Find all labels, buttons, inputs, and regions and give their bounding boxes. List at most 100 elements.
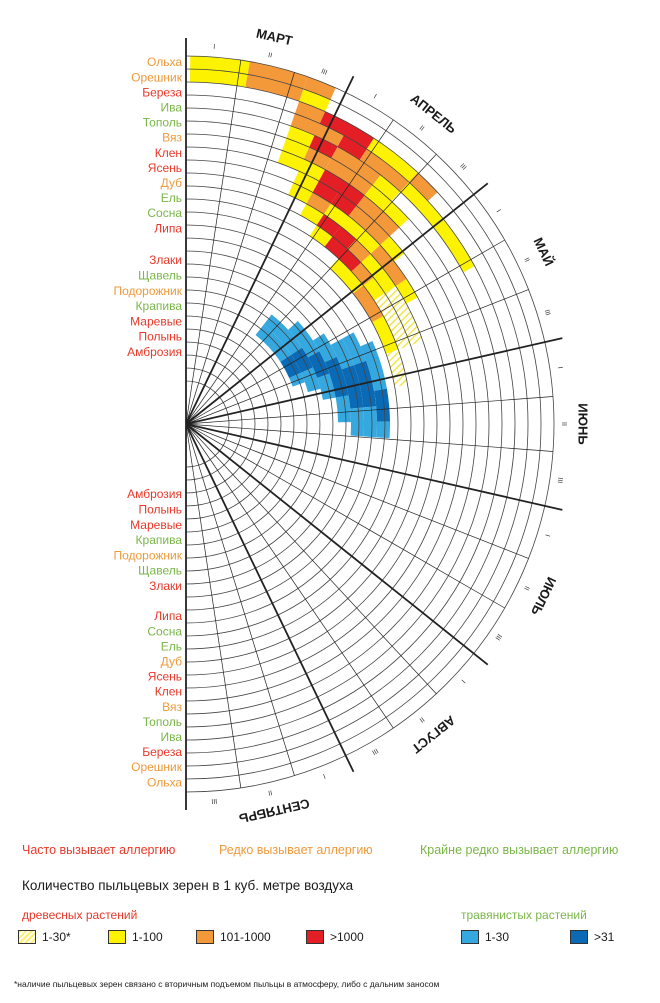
tree-label-bottom: Сосна [147, 624, 182, 638]
decade-divider [185, 396, 553, 425]
grid-ring [185, 237, 373, 611]
tree-label-bottom: Ель [161, 639, 182, 653]
herb-pollen-cell [374, 388, 390, 422]
month-label: МАЙ [531, 235, 557, 268]
herb-label-bottom: Подорожник [113, 548, 182, 562]
tree-pollen-cell [294, 101, 326, 124]
tree-pollen-cell [306, 192, 332, 215]
herb-label-top: Щавель [138, 268, 182, 282]
herb-label-top: Маревые [130, 314, 182, 328]
tree-label-top: Береза [142, 85, 182, 99]
month-divider [185, 75, 355, 425]
decade-label: I [372, 93, 377, 100]
herb-pollen-cell [307, 351, 330, 378]
grid-ring [185, 185, 425, 663]
decade-label: II [560, 422, 567, 426]
decade-label: II [522, 257, 530, 264]
herb-pollen-cell [263, 314, 303, 355]
tree-pollen-cell [300, 203, 324, 226]
herb-label-bottom: Маревые [130, 518, 182, 532]
tree-pollen-cell [290, 113, 344, 147]
herb-pollen-cell [376, 421, 390, 439]
grid-ring [185, 224, 386, 624]
tree-label-bottom: Орешник [131, 760, 183, 774]
tree-pollen-cell [373, 269, 396, 294]
tree-pollen-cell [303, 76, 336, 100]
tree-pollen-cell [303, 147, 332, 170]
tree-label-bottom: Дуб [161, 654, 183, 668]
decade-divider [185, 423, 242, 788]
tree-label-top: Сосна [147, 206, 182, 220]
tree-pollen-cell [324, 236, 362, 272]
grid-ring [185, 354, 256, 494]
tree-pollen-cell [366, 138, 418, 183]
herb-label-bottom: Щавель [138, 564, 182, 578]
grid-ring [185, 328, 282, 520]
decade-label: III [458, 163, 467, 172]
month-divider [185, 423, 563, 511]
decade-label: I [556, 366, 563, 369]
tree-label-top: Клен [155, 146, 182, 160]
herb-label-bottom: Амброзия [127, 487, 182, 501]
grid-ring [185, 289, 321, 559]
tree-pollen-cell [331, 192, 357, 216]
decade-label: III [556, 477, 564, 484]
decade-label: II [418, 125, 425, 133]
grid-ring [185, 94, 516, 754]
grid-ring [185, 367, 243, 481]
decade-label: III [320, 68, 328, 77]
tree-pollen-cell [329, 258, 364, 294]
decade-divider [185, 289, 529, 425]
grid-ring [185, 68, 542, 780]
tree-pollen-cell [309, 225, 333, 247]
grid-layer [185, 38, 563, 810]
tree-pollen-cell [332, 226, 357, 249]
tree-pollen-cell [373, 293, 411, 350]
tree-pollen-cell [282, 138, 310, 160]
grid-ring [185, 133, 477, 715]
month-label: ИЮНЬ [576, 403, 591, 444]
tree-pollen-cell [318, 169, 365, 206]
tree-label-bottom: Береза [142, 745, 182, 759]
decade-label: II [522, 585, 530, 592]
tree-pollen-cell [319, 111, 374, 150]
herb-label-bottom: Крапива [136, 533, 183, 547]
grid-ring [185, 315, 295, 533]
tree-label-bottom: Ясень [148, 670, 182, 684]
decade-divider [185, 119, 394, 425]
tree-label-bottom: Ольха [147, 775, 182, 789]
herb-pollen-cell [350, 407, 364, 437]
grid-ring [185, 55, 555, 793]
month-label: АВГУСТ [409, 713, 458, 757]
tree-label-top: Орешник [131, 70, 183, 84]
month-label: СЕНТЯБРЬ [238, 796, 311, 827]
herb-pollen-cell [289, 372, 305, 387]
grid-ring [185, 172, 438, 676]
tree-pollen-cell [189, 69, 248, 88]
tree-label-bottom: Тополь [143, 715, 182, 729]
month-label: ИЮЛЬ [528, 575, 559, 618]
tree-pollen-cell [395, 278, 418, 304]
tree-label-top: Липа [154, 221, 182, 235]
tree-label-top: Ива [160, 100, 182, 114]
decade-divider [185, 423, 553, 452]
tree-label-bottom: Ива [160, 730, 182, 744]
herb-pollen-cell [301, 367, 321, 393]
grid-ring [185, 198, 412, 650]
decade-label: III [493, 632, 502, 641]
tree-label-bottom: Клен [155, 685, 182, 699]
tree-pollen-cell [337, 135, 367, 160]
month-label: МАРТ [255, 26, 294, 49]
decade-divider [185, 423, 437, 695]
month-label: АПРЕЛЬ [408, 91, 460, 137]
tree-pollen-cell [364, 185, 409, 228]
decade-divider [185, 423, 295, 776]
grid-ring [185, 250, 360, 598]
decade-divider [185, 239, 505, 425]
month-divider [185, 423, 355, 773]
tree-pollen-cell [309, 135, 338, 159]
tree-pollen-cell [386, 349, 408, 388]
tree-label-top: Ольха [147, 55, 182, 69]
decade-divider [185, 423, 505, 609]
